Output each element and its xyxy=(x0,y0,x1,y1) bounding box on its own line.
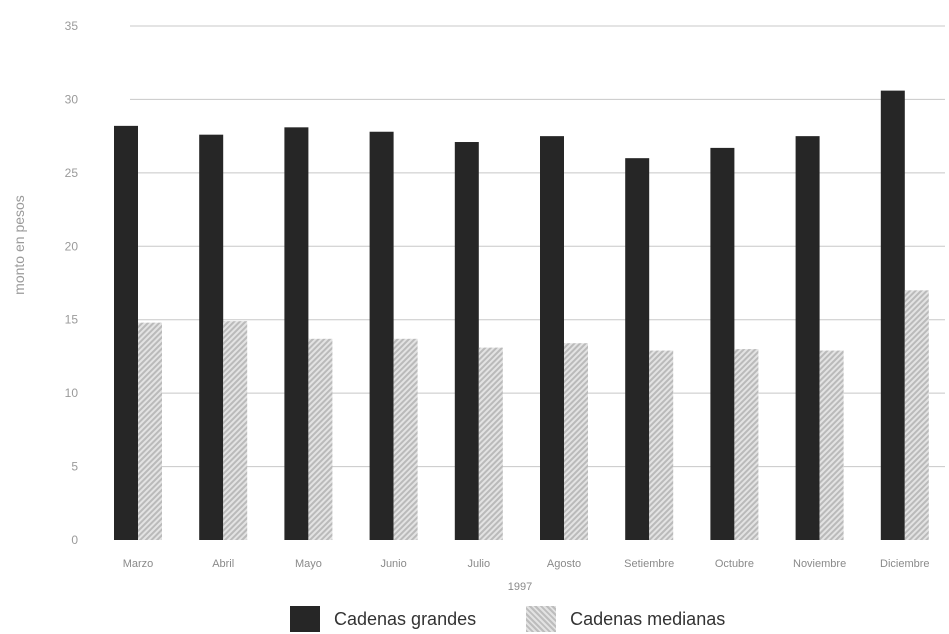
x-tick-label: Julio xyxy=(467,558,490,570)
y-tick-label: 5 xyxy=(71,460,78,474)
bar-cadenas-medianas xyxy=(904,290,929,540)
y-tick-label: 20 xyxy=(65,239,79,253)
bar-cadenas-medianas xyxy=(138,322,162,540)
bar-cadenas-grandes xyxy=(114,125,138,540)
bar-cadenas-medianas xyxy=(649,350,674,540)
legend-label: Cadenas grandes xyxy=(334,608,477,629)
bar-cadenas-grandes xyxy=(880,90,905,541)
legend-label: Cadenas medianas xyxy=(570,608,726,629)
legend-swatch-light xyxy=(526,606,557,632)
x-tick-label: Mayo xyxy=(295,558,322,570)
y-tick-label: 0 xyxy=(71,533,78,547)
bar-cadenas-grandes xyxy=(540,136,564,540)
bar-cadenas-medianas xyxy=(734,349,759,540)
x-tick-label: Setiembre xyxy=(624,558,674,570)
bar-cadenas-medianas xyxy=(819,350,844,540)
bar-cadenas-grandes xyxy=(369,131,394,541)
y-tick-label: 30 xyxy=(65,92,79,106)
legend-item-cadenas-grandes: Cadenas grandes xyxy=(290,606,476,632)
bar-cadenas-grandes xyxy=(199,134,224,540)
x-axis-label: 1997 xyxy=(508,581,532,593)
y-tick-label: 25 xyxy=(65,166,79,180)
bars xyxy=(114,90,929,541)
x-tick-label: Abril xyxy=(212,558,234,570)
legend-swatch-dark xyxy=(290,606,320,632)
x-tick-label: Diciembre xyxy=(880,558,930,570)
y-axis-ticks: 0 5 10 15 20 25 30 35 xyxy=(65,19,79,547)
bar-cadenas-medianas xyxy=(564,343,588,540)
x-tick-label: Octubre xyxy=(715,558,754,570)
y-axis-label: monto en pesos xyxy=(11,195,27,295)
bar-cadenas-grandes xyxy=(284,127,309,541)
legend: Cadenas grandes Cadenas medianas xyxy=(290,604,775,634)
bar-cadenas-grandes xyxy=(795,136,820,540)
x-tick-label: Noviembre xyxy=(793,558,846,570)
bar-cadenas-grandes xyxy=(625,158,650,540)
bar-cadenas-medianas xyxy=(393,338,418,540)
grid-lines xyxy=(130,25,945,468)
y-tick-label: 15 xyxy=(65,313,79,327)
x-axis-ticks: Marzo Abril Mayo Junio Julio Agosto Setiembre O… xyxy=(123,558,930,570)
y-tick-label: 35 xyxy=(65,19,79,33)
y-tick-label: 10 xyxy=(65,386,79,400)
x-tick-label: Marzo xyxy=(123,558,154,570)
x-tick-label: Junio xyxy=(380,558,406,570)
bar-cadenas-grandes xyxy=(454,142,479,540)
bar-cadenas-medianas xyxy=(308,338,333,540)
x-tick-label: Agosto xyxy=(547,558,581,570)
bar-cadenas-medianas xyxy=(223,321,248,540)
legend-item-cadenas-medianas: Cadenas medianas xyxy=(526,606,725,632)
bar-cadenas-medianas xyxy=(478,347,503,540)
bar-cadenas-grandes xyxy=(710,147,735,541)
